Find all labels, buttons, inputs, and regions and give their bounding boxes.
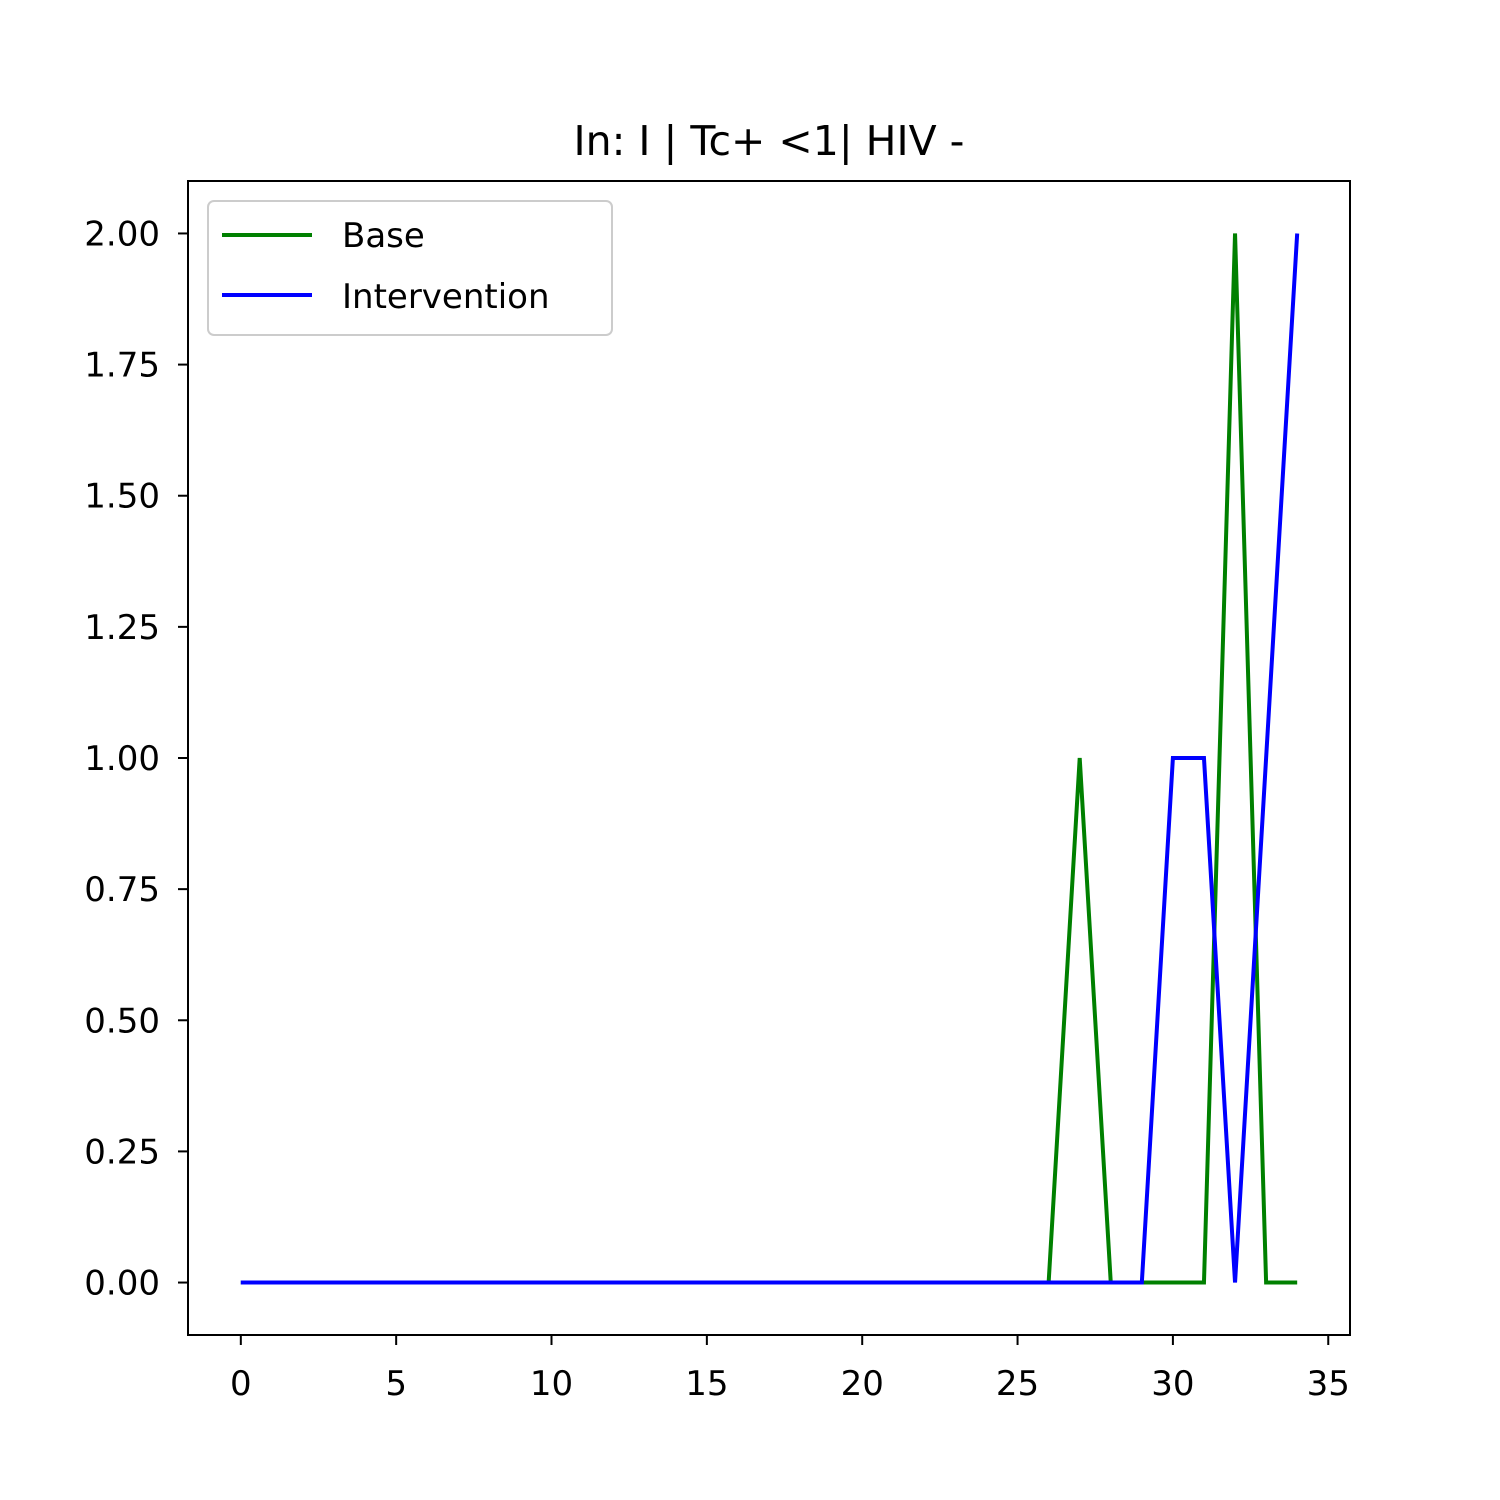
y-tick-label: 0.50 — [84, 1001, 160, 1041]
x-tick-label: 0 — [230, 1364, 252, 1404]
y-tick-label: 1.25 — [84, 608, 160, 648]
x-tick-label: 20 — [841, 1364, 884, 1404]
legend-label-intervention: Intervention — [342, 277, 550, 317]
y-tick-label: 0.25 — [84, 1132, 160, 1172]
x-tick-label: 15 — [685, 1364, 728, 1404]
y-tick-label: 0.00 — [84, 1264, 160, 1304]
y-tick-label: 2.00 — [84, 214, 160, 254]
y-tick-label: 1.50 — [84, 477, 160, 517]
x-tick-label: 5 — [385, 1364, 407, 1404]
y-tick-label: 1.00 — [84, 739, 160, 779]
x-tick-label: 35 — [1307, 1364, 1350, 1404]
legend-label-base: Base — [342, 216, 425, 256]
x-tick-label: 30 — [1151, 1364, 1194, 1404]
x-axis: 0 5 10 15 20 25 30 35 — [230, 1335, 1350, 1404]
x-tick-label: 10 — [530, 1364, 573, 1404]
legend: Base Intervention — [207, 200, 613, 336]
series-line-intervention — [240, 233, 1300, 1285]
chart-title: In: I | Tc+ <1| HIV - — [574, 117, 965, 165]
series-layer — [240, 233, 1300, 1285]
y-tick-label: 1.75 — [84, 346, 160, 386]
y-tick-label: 0.75 — [84, 870, 160, 910]
x-tick-label: 25 — [996, 1364, 1039, 1404]
y-axis: 0.00 0.25 0.50 0.75 1.00 1.25 1.50 1.75 2.00 — [84, 214, 188, 1304]
